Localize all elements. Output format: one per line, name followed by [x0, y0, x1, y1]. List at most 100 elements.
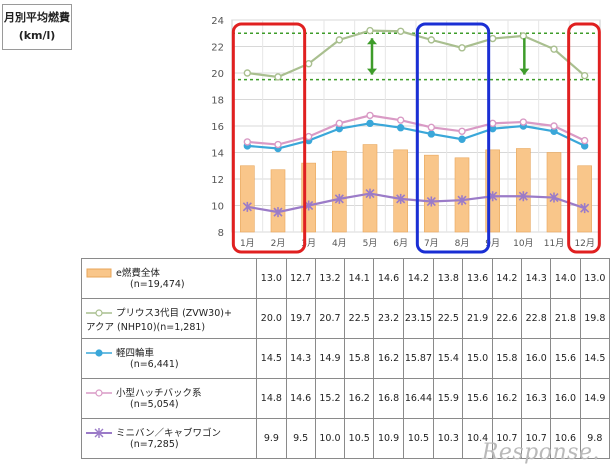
chart-title: 月別平均燃費 [4, 11, 70, 24]
x-tick-label: 3月 [301, 238, 316, 249]
y-tick-label: 12 [211, 175, 224, 186]
series-name: プリウス3代目 (ZVW30)+ [116, 307, 232, 319]
series-point [396, 116, 405, 124]
data-label: 22.5 [344, 298, 375, 339]
x-tick-label: 9月 [485, 238, 500, 249]
highlight-box-december [567, 22, 601, 254]
series-point [488, 119, 497, 128]
y-tick-label: 22 [211, 43, 224, 54]
data-label: 22.8 [521, 298, 552, 339]
y-tick-label: 20 [211, 69, 224, 80]
data-label: 13.0 [579, 258, 610, 299]
bar [362, 144, 378, 233]
y-tick-label: 16 [211, 122, 224, 133]
x-tick-label: 2月 [271, 238, 286, 249]
data-label: 15.6 [462, 378, 493, 419]
series-point [458, 127, 466, 136]
data-label: 9.8 [579, 418, 610, 459]
data-label: 23.15 [402, 298, 435, 339]
series-point [242, 201, 252, 212]
table-row: 軽四輪車 (n=6,441) 14.5 14.3 14.9 15.8 16.2 15.87 15… [80, 338, 610, 379]
data-label: 14.8 [256, 378, 287, 419]
data-label: 14.9 [314, 338, 346, 379]
data-label: 15.0 [462, 338, 493, 379]
series-count: (n=7,285) [130, 438, 179, 450]
data-label: 20.7 [314, 298, 346, 339]
series-point [519, 118, 528, 126]
series-point [273, 207, 283, 218]
table-row: プリウス3代目 (ZVW30)+ アクア (NHP10)(n=1,281) 20.0… [80, 298, 610, 339]
data-label: 14.6 [285, 378, 316, 419]
series-point [427, 123, 436, 132]
series-point [366, 119, 374, 128]
data-label: 16.2 [344, 378, 375, 419]
data-label: 13.6 [462, 258, 493, 299]
x-tick-label: 4月 [332, 238, 347, 249]
series-name: ミニバン／キャブワゴン [116, 427, 221, 439]
data-label: 14.1 [344, 258, 375, 299]
series-point [335, 36, 344, 44]
data-label: 21.8 [550, 298, 581, 339]
series-point [519, 32, 528, 40]
data-label: 21.9 [462, 298, 493, 339]
data-label: 15.8 [344, 338, 375, 379]
x-tick-label: 7月 [424, 238, 439, 249]
series-point [366, 111, 374, 120]
data-label: 15.87 [402, 338, 435, 379]
series-point [458, 44, 466, 52]
arrow-head [519, 68, 530, 75]
x-tick-label: 12月 [574, 238, 594, 249]
x-tick-label: 11月 [544, 238, 564, 249]
y-tick-label: 10 [211, 202, 224, 213]
highlight-box-winter [231, 22, 307, 254]
series-point [396, 124, 405, 132]
chart-unit: (km/l) [18, 29, 56, 42]
series-point [243, 138, 252, 146]
data-label: 22.6 [491, 298, 523, 339]
series-point [396, 193, 406, 204]
data-label: 13.8 [433, 258, 464, 299]
series-point [488, 34, 497, 43]
watermark: Response. [481, 440, 600, 465]
data-label: 10.9 [373, 418, 404, 459]
data-label: 16.0 [550, 378, 581, 419]
table-row: 小型ハッチバック系 (n=5,054) 14.8 14.6 15.2 16.2 16.8 16… [80, 378, 610, 419]
data-label: 14.5 [579, 338, 610, 379]
bar [332, 150, 347, 233]
series-point [243, 69, 252, 77]
data-label: 15.4 [433, 338, 464, 379]
series-label-cell: ミニバン／キャブワゴン (n=7,285) [80, 418, 258, 459]
series-point [580, 203, 590, 214]
series-label-cell: プリウス3代目 (ZVW30)+ アクア (NHP10)(n=1,281) [80, 298, 258, 339]
series-point [365, 188, 375, 199]
series-point [550, 122, 558, 130]
data-label: 10.3 [433, 418, 464, 459]
data-label: 13.0 [256, 258, 287, 299]
data-label: 14.2 [491, 258, 523, 299]
data-label: 14.3 [521, 258, 552, 299]
data-label: 12.7 [285, 258, 316, 299]
series-point [518, 191, 528, 202]
series-point [334, 193, 344, 204]
series-point [426, 196, 436, 207]
series-point [335, 119, 344, 128]
data-label: 14.3 [285, 338, 316, 379]
chart-title-box: 月別平均燃費 (km/l) [2, 4, 72, 50]
data-label: 16.44 [402, 378, 435, 419]
series-count: (n=5,054) [130, 398, 179, 410]
table-row: ミニバン／キャブワゴン (n=7,285) 9.9 9.5 10.0 10.5 10.9 10… [80, 418, 610, 459]
data-label: 20.0 [256, 298, 287, 339]
data-label: 14.6 [373, 258, 404, 299]
data-label: 14.5 [256, 338, 287, 379]
bar [516, 148, 531, 233]
series-point [304, 60, 313, 68]
series-count: (n=19,474) [130, 278, 185, 290]
data-label: 16.2 [373, 338, 404, 379]
data-label: 10.4 [462, 418, 493, 459]
chart-plot: 24 22 20 18 16 14 12 10 8 1月 2月 3月 4月 5月 6月 7月 8月 9月 10月 11… [211, 16, 601, 254]
bar [546, 152, 562, 233]
data-label: 22.5 [433, 298, 464, 339]
series-point [304, 132, 313, 141]
data-label: 19.8 [579, 298, 610, 339]
bar [393, 149, 408, 233]
